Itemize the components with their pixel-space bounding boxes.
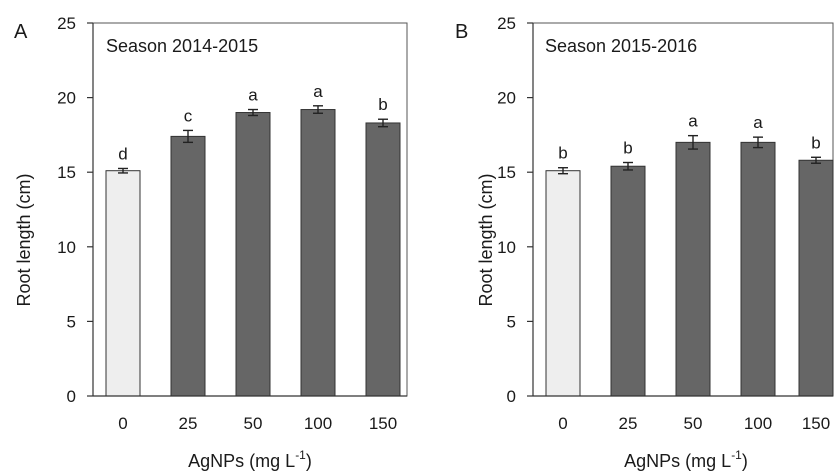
y-tick-label: 25 [57, 14, 76, 33]
error-bar [378, 118, 388, 128]
y-tick-label: 5 [67, 312, 76, 331]
error-bar [118, 167, 128, 174]
significance-letter: b [623, 139, 632, 158]
significance-letter: d [118, 144, 127, 163]
bar [798, 159, 834, 397]
y-axis-ticks: 0 5 10 15 20 25 [57, 14, 93, 406]
bars: b b a a b [532, 23, 834, 397]
x-tick-label: 50 [244, 414, 263, 433]
error-bar [248, 108, 258, 117]
x-tick-label: 100 [744, 414, 772, 433]
panel-letter: A [14, 21, 28, 43]
bar [365, 122, 401, 397]
bar [545, 170, 581, 397]
panel-a: A Season 2014-2015 d c a a b 0 5 10 15 20 25 0 25 5… [14, 14, 408, 471]
significance-letter: c [184, 106, 193, 125]
error-bar [811, 156, 821, 164]
y-tick-label: 25 [497, 14, 516, 33]
y-tick-label: 15 [57, 163, 76, 182]
x-axis-ticks: 0 25 50 100 150 [558, 414, 830, 433]
panel-letter: B [455, 21, 468, 43]
x-tick-label: 100 [304, 414, 332, 433]
bar [235, 112, 271, 397]
y-axis-ticks: 0 5 10 15 20 25 [497, 14, 533, 406]
y-tick-label: 15 [497, 163, 516, 182]
y-tick-label: 10 [497, 238, 516, 257]
error-bar [313, 105, 323, 114]
x-tick-label: 0 [118, 414, 127, 433]
x-tick-label: 0 [558, 414, 567, 433]
bar [740, 141, 776, 397]
significance-letter: b [811, 133, 820, 152]
x-tick-label: 150 [369, 414, 397, 433]
error-bar [183, 129, 193, 144]
y-tick-label: 0 [67, 387, 76, 406]
y-tick-label: 0 [507, 387, 516, 406]
significance-letter: b [378, 95, 387, 114]
error-bar [753, 136, 763, 149]
bar [300, 109, 336, 397]
error-bar [623, 161, 633, 171]
y-tick-label: 20 [497, 89, 516, 108]
x-axis-ticks: 0 25 50 100 150 [118, 414, 397, 433]
significance-letter: a [313, 82, 323, 101]
y-tick-label: 5 [507, 312, 516, 331]
bar [105, 170, 141, 397]
error-bar [688, 134, 698, 150]
x-tick-label: 50 [684, 414, 703, 433]
bar [610, 165, 646, 397]
x-axis-label: AgNPs (mg L-1) [188, 448, 312, 471]
significance-letter: a [753, 113, 763, 132]
season-label: Season 2014-2015 [106, 36, 258, 56]
y-axis-label: Root length (cm) [476, 173, 496, 306]
y-axis-label: Root length (cm) [14, 173, 34, 306]
x-tick-label: 25 [619, 414, 638, 433]
significance-letter: a [248, 86, 258, 105]
bar [170, 135, 206, 397]
bar [675, 141, 711, 397]
season-label: Season 2015-2016 [545, 36, 697, 56]
error-bar [558, 167, 568, 175]
x-axis-label: AgNPs (mg L-1) [624, 448, 748, 471]
y-tick-label: 10 [57, 238, 76, 257]
x-tick-label: 25 [179, 414, 198, 433]
significance-letter: a [688, 112, 698, 131]
y-tick-label: 20 [57, 89, 76, 108]
x-tick-label: 150 [802, 414, 830, 433]
bars: d c a a b [92, 23, 407, 397]
panel-b: B Season 2015-2016 b b a a b 0 5 10 15 20 25 0 25 5… [455, 14, 834, 471]
significance-letter: b [558, 144, 567, 163]
